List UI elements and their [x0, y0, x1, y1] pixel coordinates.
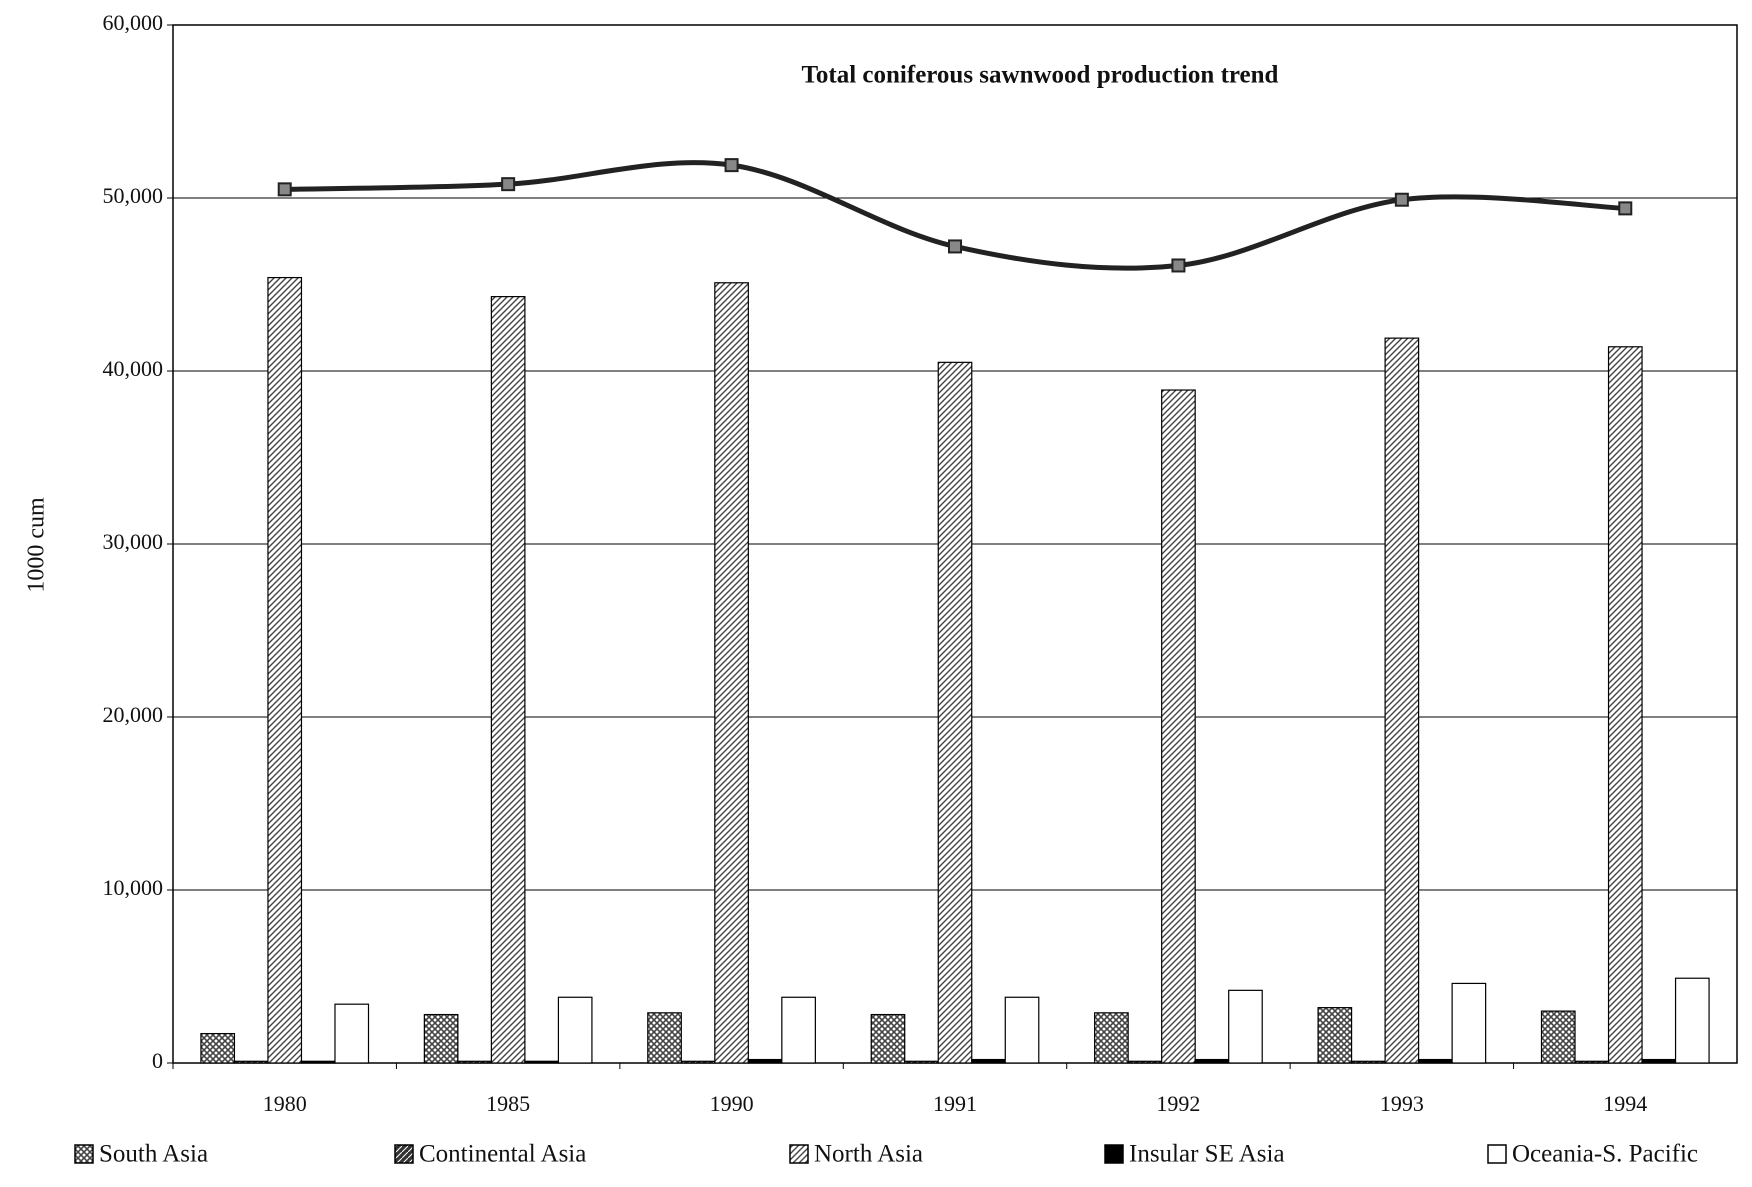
x-tick-label: 1994 — [1603, 1091, 1647, 1116]
bar — [680, 1060, 716, 1064]
bar — [1418, 1058, 1453, 1064]
legend-swatch — [394, 1144, 414, 1164]
legend-swatch — [1104, 1144, 1124, 1164]
bar — [870, 1013, 906, 1064]
y-tick-label: 60,000 — [103, 10, 164, 35]
legend-swatch — [1487, 1144, 1507, 1164]
trend-marker — [1618, 201, 1633, 216]
legend-swatch — [74, 1144, 94, 1164]
y-axis-label: 1000 cum — [24, 497, 50, 593]
bar — [1228, 989, 1263, 1064]
bar — [904, 1060, 939, 1064]
x-tick-label: 1991 — [933, 1091, 977, 1116]
bar — [1350, 1060, 1386, 1064]
bar — [300, 1060, 336, 1064]
bar — [524, 1060, 560, 1064]
y-tick-label: 10,000 — [103, 875, 164, 900]
bar — [1451, 982, 1487, 1064]
bar — [781, 996, 816, 1064]
trend-marker — [277, 182, 292, 197]
legend-label: South Asia — [99, 1141, 208, 1168]
bar — [1674, 977, 1710, 1064]
legend-label: North Asia — [814, 1141, 923, 1168]
x-tick-label: 1985 — [486, 1091, 530, 1116]
x-tick-label: 1990 — [710, 1091, 754, 1116]
bar — [1574, 1060, 1610, 1064]
y-tick-label: 40,000 — [103, 356, 164, 381]
bar — [747, 1058, 783, 1064]
bar — [1161, 389, 1196, 1064]
bar — [1194, 1058, 1230, 1064]
bar — [233, 1060, 269, 1064]
x-tick-label: 1993 — [1380, 1091, 1424, 1116]
bar — [557, 996, 593, 1064]
bar — [267, 276, 303, 1064]
annotation: Total coniferous sawnwood production tre… — [802, 62, 1279, 89]
trend-marker — [1394, 192, 1409, 207]
y-tick-label: 30,000 — [103, 529, 164, 554]
bar — [1607, 346, 1643, 1064]
bar — [1317, 1007, 1353, 1064]
bar — [1127, 1060, 1163, 1064]
trend-marker — [724, 158, 739, 173]
bar — [714, 282, 749, 1064]
bar — [200, 1032, 236, 1064]
x-tick-label: 1980 — [263, 1091, 307, 1116]
bar — [1094, 1012, 1129, 1064]
bar — [457, 1060, 492, 1064]
bar — [1540, 1010, 1576, 1064]
trend-marker — [501, 177, 516, 192]
legend-label: Insular SE Asia — [1129, 1141, 1285, 1168]
bar — [647, 1012, 682, 1064]
y-tick-label: 0 — [152, 1048, 163, 1073]
bar — [490, 296, 526, 1064]
bar — [423, 1013, 459, 1064]
bar — [971, 1058, 1006, 1064]
bar — [1004, 996, 1040, 1064]
y-tick-label: 50,000 — [103, 183, 164, 208]
y-tick-label: 20,000 — [103, 702, 164, 727]
trend-marker — [1171, 258, 1186, 273]
bar — [334, 1003, 370, 1064]
legend-swatch — [789, 1144, 809, 1164]
bar — [1384, 337, 1420, 1064]
legend-label: Continental Asia — [419, 1141, 586, 1168]
x-tick-label: 1992 — [1156, 1091, 1200, 1116]
bar — [937, 361, 973, 1064]
bar — [1641, 1058, 1677, 1064]
trend-marker — [948, 239, 962, 254]
legend-label: Oceania-S. Pacific — [1512, 1141, 1698, 1168]
